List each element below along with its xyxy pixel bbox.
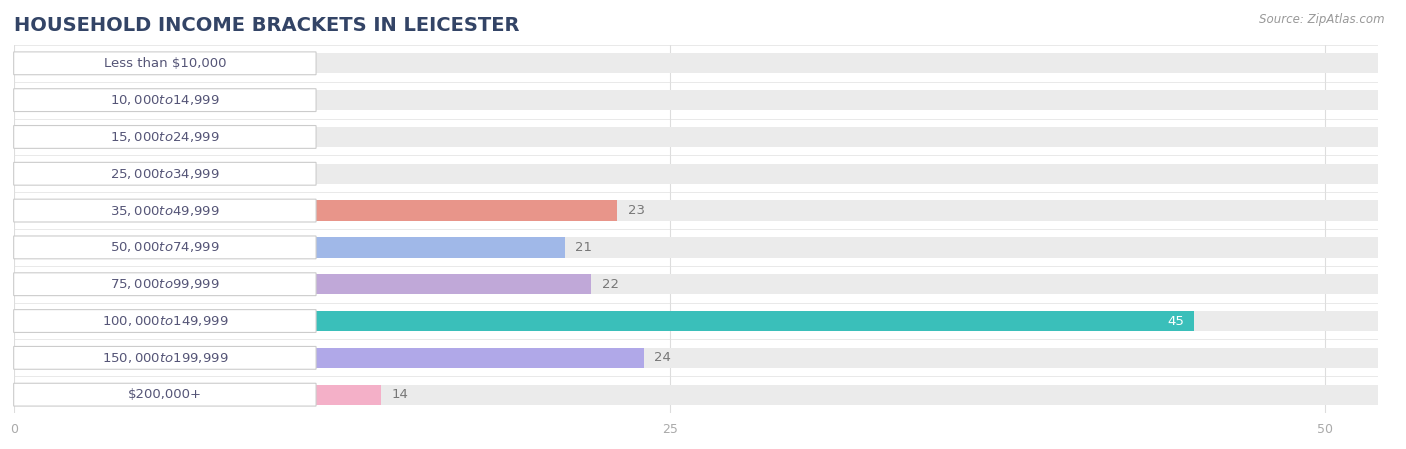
FancyBboxPatch shape xyxy=(14,310,316,332)
Text: 4: 4 xyxy=(129,57,138,70)
FancyBboxPatch shape xyxy=(14,383,316,406)
Text: $100,000 to $149,999: $100,000 to $149,999 xyxy=(101,314,228,328)
Text: 24: 24 xyxy=(654,352,671,364)
Bar xyxy=(14,90,224,110)
Text: $75,000 to $99,999: $75,000 to $99,999 xyxy=(110,277,219,291)
Text: $10,000 to $14,999: $10,000 to $14,999 xyxy=(110,93,219,107)
FancyBboxPatch shape xyxy=(14,163,316,185)
FancyBboxPatch shape xyxy=(14,199,316,222)
FancyBboxPatch shape xyxy=(14,236,316,259)
Text: $150,000 to $199,999: $150,000 to $199,999 xyxy=(101,351,228,365)
Bar xyxy=(14,237,1378,258)
Text: 21: 21 xyxy=(575,241,592,254)
Bar xyxy=(14,53,120,74)
Bar xyxy=(14,82,1378,119)
Bar xyxy=(14,90,1378,110)
Bar xyxy=(14,376,1378,413)
Bar xyxy=(14,119,1378,155)
Bar xyxy=(14,229,1378,266)
FancyBboxPatch shape xyxy=(14,273,316,295)
Text: 8: 8 xyxy=(235,94,243,106)
FancyBboxPatch shape xyxy=(14,89,316,111)
Bar xyxy=(14,303,1378,339)
Text: 23: 23 xyxy=(627,204,645,217)
Bar xyxy=(14,274,591,295)
Text: $200,000+: $200,000+ xyxy=(128,388,202,401)
Text: $25,000 to $34,999: $25,000 to $34,999 xyxy=(110,167,219,181)
Bar xyxy=(14,200,1378,221)
Bar xyxy=(14,339,1378,376)
Text: 7: 7 xyxy=(208,131,217,143)
Bar xyxy=(14,348,644,368)
Bar xyxy=(14,384,1378,405)
Text: 14: 14 xyxy=(392,388,409,401)
Text: $50,000 to $74,999: $50,000 to $74,999 xyxy=(110,240,219,255)
Text: 10: 10 xyxy=(287,167,304,180)
Text: $15,000 to $24,999: $15,000 to $24,999 xyxy=(110,130,219,144)
Text: $35,000 to $49,999: $35,000 to $49,999 xyxy=(110,203,219,218)
Text: Source: ZipAtlas.com: Source: ZipAtlas.com xyxy=(1260,13,1385,26)
Bar xyxy=(14,53,1378,74)
Bar xyxy=(14,45,1378,82)
Text: 22: 22 xyxy=(602,278,619,291)
FancyBboxPatch shape xyxy=(14,347,316,369)
Bar xyxy=(14,266,1378,303)
Bar xyxy=(14,163,277,184)
Bar xyxy=(14,127,1378,147)
Bar xyxy=(14,155,1378,192)
Text: HOUSEHOLD INCOME BRACKETS IN LEICESTER: HOUSEHOLD INCOME BRACKETS IN LEICESTER xyxy=(14,16,520,35)
FancyBboxPatch shape xyxy=(14,52,316,75)
Bar xyxy=(14,311,1194,331)
Bar xyxy=(14,163,1378,184)
Bar xyxy=(14,200,617,221)
FancyBboxPatch shape xyxy=(14,126,316,148)
Bar xyxy=(14,311,1378,331)
Text: Less than $10,000: Less than $10,000 xyxy=(104,57,226,70)
Bar xyxy=(14,127,198,147)
Text: 45: 45 xyxy=(1167,315,1184,327)
Bar xyxy=(14,348,1378,368)
Bar xyxy=(14,384,381,405)
Bar xyxy=(14,274,1378,295)
Bar xyxy=(14,192,1378,229)
Bar xyxy=(14,237,565,258)
